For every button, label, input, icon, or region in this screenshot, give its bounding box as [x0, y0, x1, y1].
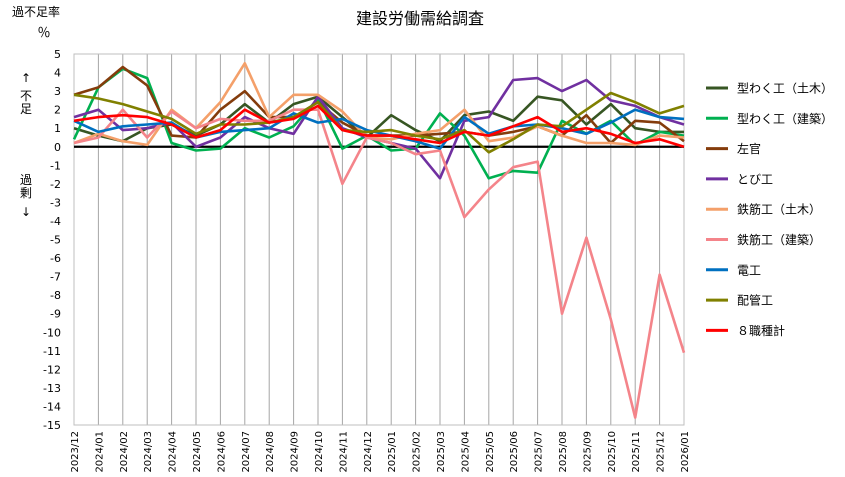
y-tick-label: -1: [50, 159, 61, 172]
x-tick-label: 2025/02: [412, 431, 423, 473]
legend-label: 型わく工（建築）: [737, 111, 833, 126]
y-tick-label: -7: [50, 271, 61, 284]
x-tick-label: 2026/01: [680, 431, 691, 473]
y-tick-label: -12: [43, 363, 61, 376]
legend-label: 鉄筋工（建築）: [737, 232, 821, 247]
legend-label: 左官: [737, 141, 761, 156]
x-tick-label: 2024/04: [168, 431, 179, 473]
x-tick-label: 2024/12: [363, 431, 374, 473]
x-tick-label: 2025/05: [485, 431, 496, 473]
y-axis-ticks: 5 4 3 2 1 0 -1 -2 -3 -4 -5 -6 -7 -8 -9 -10 -11 -12 -13 -14 -…: [43, 48, 61, 432]
y-tick-label: -13: [43, 382, 61, 395]
legend-label: とび工: [737, 172, 773, 186]
y-tick-label: 5: [54, 48, 61, 61]
x-tick-label: 2025/07: [534, 431, 545, 473]
x-tick-label: 2024/09: [290, 431, 301, 473]
series-line: [73, 91, 685, 154]
x-tick-label: 2024/10: [314, 431, 325, 473]
y-tick-label: -5: [50, 234, 61, 247]
vertical-gridlines: [73, 54, 685, 425]
y-tick-label: 0: [54, 141, 61, 154]
x-tick-label: 2024/02: [119, 431, 130, 473]
y-tick-label: -11: [43, 345, 61, 358]
x-tick-label: 2024/05: [192, 431, 203, 473]
legend-label: 鉄筋工（土木）: [737, 202, 821, 217]
x-tick-label: 2025/01: [387, 431, 398, 473]
x-tick-label: 2024/08: [265, 431, 276, 473]
x-tick-label: 2024/11: [338, 431, 349, 473]
arrow-down-label: ↓: [21, 205, 31, 219]
shortage-label: 不足: [20, 89, 32, 116]
legend-label: 型わく工（土木）: [737, 82, 833, 96]
y-tick-label: 3: [54, 85, 61, 98]
y-tick-label: -3: [50, 196, 61, 209]
y-tick-label: -2: [50, 178, 61, 191]
arrow-up-label: ↑: [21, 71, 31, 85]
x-tick-label: 2025/06: [509, 431, 520, 473]
x-tick-label: 2025/08: [558, 431, 569, 473]
x-tick-label: 2023/12: [70, 431, 81, 473]
series-line: [73, 104, 685, 149]
x-tick-label: 2025/10: [607, 431, 618, 473]
plot-area-border: [73, 53, 685, 426]
y-tick-label: -4: [50, 215, 61, 228]
y-tick-label: 2: [54, 104, 61, 117]
series-lines: [72, 61, 686, 419]
x-tick-label: 2024/01: [94, 431, 105, 473]
series-line: [73, 108, 686, 419]
x-tick-label: 2025/12: [656, 431, 667, 473]
x-tick-label: 2024/03: [143, 431, 154, 473]
y-tick-label: -8: [50, 289, 61, 302]
series-line: [73, 108, 685, 150]
x-tick-label: 2025/03: [436, 431, 447, 473]
y-tick-label: -10: [43, 326, 61, 339]
x-tick-label: 2024/06: [216, 431, 227, 473]
y-tick-label: -9: [50, 308, 61, 321]
surplus-label: 過剰: [20, 173, 32, 200]
legend-label: 電工: [737, 263, 761, 277]
y-tick-label: 4: [54, 67, 61, 80]
x-tick-label: 2025/09: [582, 431, 593, 473]
legend-label: 配管工: [737, 293, 773, 308]
y-tick-label: -15: [43, 419, 61, 432]
y-tick-label: -6: [50, 252, 61, 265]
legend-label: ８職種計: [737, 323, 785, 338]
y-axis-unit: ％: [37, 26, 50, 41]
y-tick-label: -14: [43, 400, 61, 413]
y-axis-title: 過不足率: [12, 4, 60, 19]
x-tick-label: 2025/04: [460, 431, 471, 473]
chart-title: 建設労働需給調査: [356, 9, 484, 28]
y-tick-label: 1: [54, 122, 61, 135]
x-axis-ticks: 2023/12 2024/01 2024/02 2024/03 2024/04 2024/…: [70, 431, 691, 473]
x-tick-label: 2025/11: [631, 431, 642, 473]
x-tick-label: 2024/07: [241, 431, 252, 473]
